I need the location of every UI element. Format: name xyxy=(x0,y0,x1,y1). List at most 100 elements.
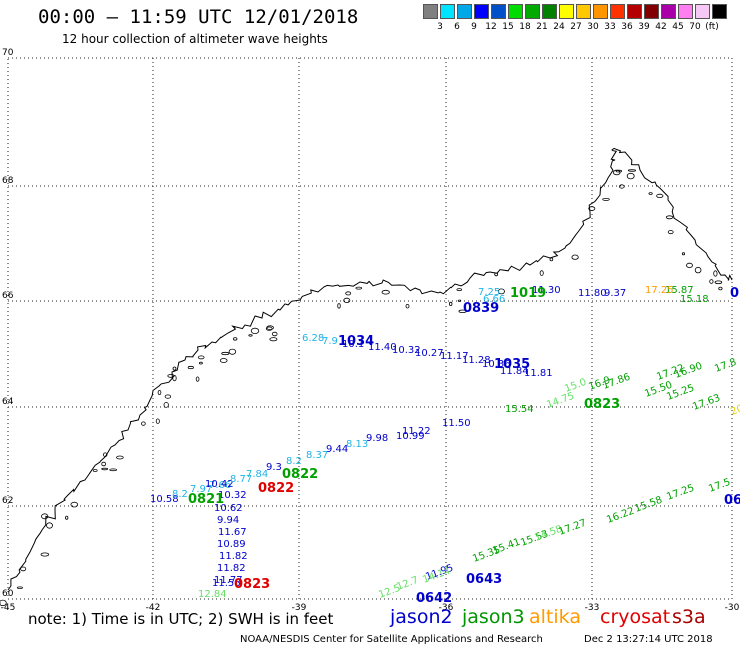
legend-label: 24 xyxy=(553,22,565,32)
island-outline xyxy=(232,337,238,341)
wave-height-value: 16.22 xyxy=(605,506,636,526)
generation-timestamp: Dec 2 13:27:14 UTC 2018 xyxy=(584,634,713,645)
island-outline xyxy=(157,389,162,395)
wave-height-value: 9.44 xyxy=(326,444,348,455)
island-outline xyxy=(155,418,160,424)
legend-swatch xyxy=(491,4,506,19)
legend-swatch xyxy=(457,4,472,19)
wave-height-value: 14.75 xyxy=(545,391,576,411)
legend-swatch xyxy=(678,4,693,19)
legend-swatch xyxy=(440,4,455,19)
island-outline xyxy=(187,365,194,370)
legend-swatch xyxy=(508,4,523,19)
axis-labels: 70 68 66 64 62 60 -45 -42 -39 -36 -33 -30 xyxy=(1,48,740,613)
island-outline xyxy=(618,184,625,189)
credit-line: NOAA/NESDIS Center for Satellite Applica… xyxy=(240,634,543,645)
island-outline xyxy=(167,374,175,378)
legend-label: 12 xyxy=(485,22,497,32)
legend-label: 6 xyxy=(454,22,460,32)
wave-height-value: 8.2 xyxy=(172,489,188,500)
island-outline xyxy=(686,262,693,268)
wave-height-value: 11.82 xyxy=(217,563,246,574)
wave-height-value: 11.84 xyxy=(500,366,529,377)
legend-label: 3 xyxy=(437,22,443,32)
wave-height-value: 20 xyxy=(729,403,740,418)
legend-label: 27 xyxy=(570,22,582,32)
wave-height-value: 11.40 xyxy=(368,342,397,353)
island-outline xyxy=(101,467,109,471)
longitude-label: -33 xyxy=(585,603,600,613)
island-outline xyxy=(266,325,274,331)
wave-height-value: 10.1 xyxy=(342,339,364,350)
pass-time-label: 0642 xyxy=(416,591,452,606)
island-outline xyxy=(681,252,686,256)
wave-height-value: 11.81 xyxy=(524,368,553,379)
wave-height-value: 6.66 xyxy=(483,294,505,305)
island-outline xyxy=(497,288,505,295)
island-outline xyxy=(221,351,230,356)
island-outline xyxy=(92,469,98,472)
wave-height-value: 17.25 xyxy=(665,483,696,503)
island-outline xyxy=(615,169,623,173)
longitude-label: -36 xyxy=(439,603,454,613)
legend-swatch xyxy=(661,4,676,19)
legend-swatch xyxy=(542,4,557,19)
pass-time-label: 1035 xyxy=(494,357,530,372)
wave-height-value: 8.37 xyxy=(306,450,328,461)
island-outline xyxy=(626,172,635,180)
island-outline xyxy=(612,169,621,176)
wave-height-value: 10.32 xyxy=(392,345,421,356)
island-outline xyxy=(709,279,714,284)
wave-height-value: 11.17 xyxy=(440,351,469,362)
island-outline xyxy=(449,301,453,306)
island-outline xyxy=(337,303,341,309)
greenland-coastline xyxy=(0,147,733,607)
island-outline xyxy=(197,355,205,360)
wave-height-value: 9.94 xyxy=(217,515,239,526)
pass-time-label: 0823 xyxy=(584,397,620,412)
legend-label: 39 xyxy=(638,22,650,32)
legend-swatch xyxy=(525,4,540,19)
island-outline xyxy=(109,468,118,472)
island-outline xyxy=(713,270,718,277)
island-outline xyxy=(248,334,253,337)
latitude-label: 70 xyxy=(2,48,14,58)
satellite-altika: altika xyxy=(529,606,581,628)
island-outline xyxy=(46,522,53,529)
wave-height-value: 8.2 xyxy=(286,456,302,467)
wave-height-value: 10.89 xyxy=(217,539,246,550)
island-outline xyxy=(172,374,177,382)
wave-height-value: 9.98 xyxy=(366,433,388,444)
island-outline xyxy=(458,309,467,313)
wave-height-value: 15.18 xyxy=(680,294,709,305)
legend-swatch xyxy=(423,4,438,19)
island-outline xyxy=(265,326,273,331)
track-0822: 8.777.849.3 8.2 8.379.448.139.98 10.9911.22… xyxy=(230,404,534,485)
wave-height-value: 12.84 xyxy=(198,589,227,600)
wave-height-value: 15.54 xyxy=(505,404,534,415)
island-outline xyxy=(694,266,702,274)
longitude-label: -45 xyxy=(1,603,16,613)
island-outline xyxy=(198,361,203,365)
island-outline xyxy=(667,230,674,235)
island-outline xyxy=(355,286,363,290)
island-outline xyxy=(718,286,723,291)
latitude-label: 62 xyxy=(2,496,13,506)
satellite-jason2: jason2 xyxy=(390,606,453,628)
map-title: 00:00 – 11:59 UTC 12/01/2018 xyxy=(38,6,359,28)
island-outline xyxy=(70,501,79,508)
island-outline xyxy=(271,331,278,337)
satellite-jason3: jason3 xyxy=(462,606,525,628)
wave-height-value: 15.58 xyxy=(633,495,664,515)
island-outline xyxy=(195,376,200,382)
wave-height-value: 7.97 xyxy=(190,484,212,495)
island-outline xyxy=(602,197,610,201)
legend-label: 18 xyxy=(519,22,531,32)
island-outline xyxy=(714,280,723,285)
units-note: note: 1) Time is in UTC; 2) SWH is in fe… xyxy=(28,610,334,628)
island-outline xyxy=(16,586,23,589)
legend-swatch xyxy=(627,4,642,19)
wave-height-value: 17.27 xyxy=(557,518,588,538)
wave-height-value: 10.32 xyxy=(218,490,247,501)
